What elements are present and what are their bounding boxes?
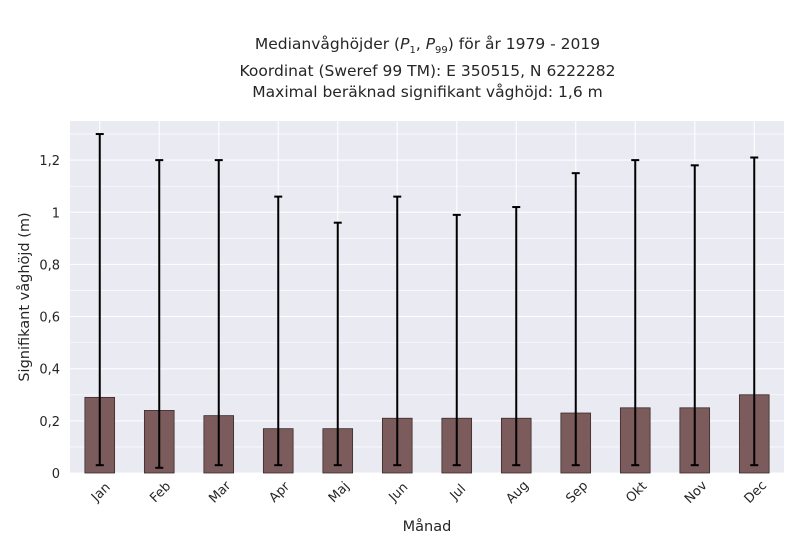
x-tick-label: Apr <box>267 479 294 506</box>
x-tick-label: Feb <box>147 479 174 506</box>
y-tick-label: 0,2 <box>39 415 60 430</box>
x-tick-label: Mar <box>206 478 234 506</box>
y-tick-label: 1 <box>52 206 60 221</box>
chart-title: Medianvåghöjder (P1, P99) för år 1979 - … <box>0 34 800 103</box>
chart-title-line-2: Koordinat (Sweref 99 TM): E 350515, N 62… <box>239 62 616 81</box>
y-tick-label: 0 <box>52 467 60 482</box>
x-tick-label: Jun <box>386 480 412 506</box>
y-tick-label: 1,2 <box>39 154 60 169</box>
x-tick-label: Jul <box>447 482 469 504</box>
x-axis-label: Månad <box>403 518 452 535</box>
x-axis-ticks: Jan Feb Mar Apr Maj Jun Jul Aug Sep Okt Nov Dec <box>88 478 770 507</box>
x-tick-label: Okt <box>623 479 650 506</box>
chart-title-line-1: Medianvåghöjder (P1, P99) för år 1979 - … <box>254 35 601 57</box>
x-tick-label: Nov <box>682 478 711 507</box>
y-tick-label: 0,8 <box>39 258 60 273</box>
y-axis-label: Signifikant våghöjd (m) <box>16 212 33 381</box>
y-tick-label: 0,6 <box>39 311 60 326</box>
y-tick-label: 0,4 <box>39 363 60 378</box>
plot-area <box>70 121 784 473</box>
x-tick-label: Jan <box>88 480 113 505</box>
x-tick-label: Maj <box>326 479 353 506</box>
x-tick-label: Aug <box>503 478 532 507</box>
error-bars <box>95 133 759 469</box>
chart-title-line-3: Maximal beräknad signifikant våghöjd: 1,… <box>252 83 603 102</box>
y-axis-ticks: 0 0,2 0,4 0,6 0,8 1 1,2 <box>39 154 60 482</box>
x-tick-label: Dec <box>742 478 770 506</box>
x-tick-label: Sep <box>563 479 591 507</box>
